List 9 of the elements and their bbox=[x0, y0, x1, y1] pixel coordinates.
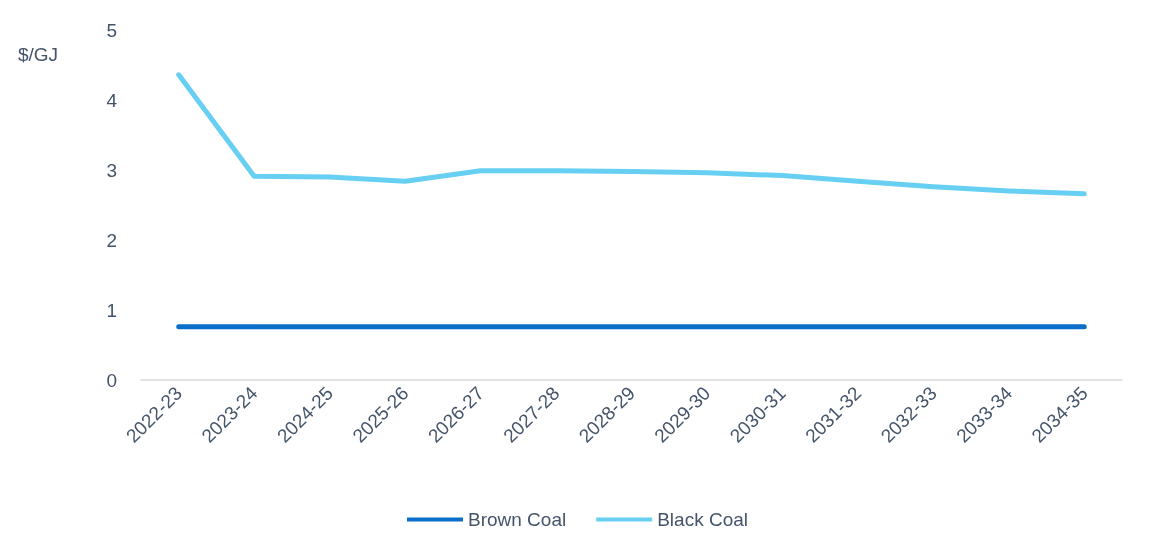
y-tick-label: 5 bbox=[106, 19, 117, 41]
legend-label: Black Coal bbox=[657, 509, 749, 530]
y-tick-label: 0 bbox=[106, 369, 117, 391]
y-axis-title: $/GJ bbox=[18, 44, 59, 65]
y-tick-label: 3 bbox=[106, 159, 117, 181]
legend-label: Brown Coal bbox=[467, 509, 567, 530]
y-tick-label: 4 bbox=[106, 89, 118, 111]
y-tick-label: 2 bbox=[106, 229, 117, 251]
y-tick-label: 1 bbox=[106, 299, 117, 321]
